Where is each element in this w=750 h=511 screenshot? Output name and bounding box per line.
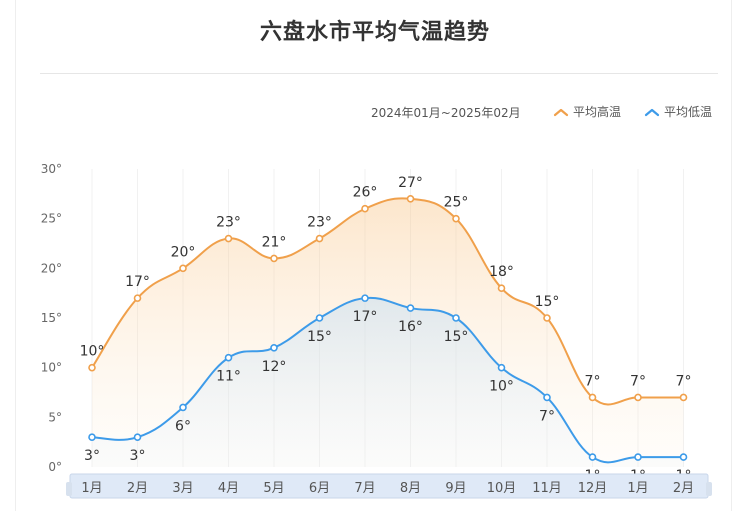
data-label-low: 11° <box>216 369 241 385</box>
data-label-high: 27° <box>398 175 423 191</box>
data-point-high <box>452 214 460 223</box>
data-point-low <box>406 304 415 312</box>
data-label-low: 15° <box>444 329 469 345</box>
data-point-high <box>133 294 142 302</box>
data-label-low: 16° <box>398 319 423 335</box>
legend-item-low[interactable]: 平均低温 <box>644 103 712 120</box>
data-label-high: 20° <box>171 244 196 260</box>
left-border <box>15 0 16 511</box>
x-tick-label: 11月 <box>532 481 562 496</box>
y-tick-label: 20° <box>41 261 62 275</box>
x-tick-label: 6月 <box>309 481 330 496</box>
data-label-high: 15° <box>535 294 560 310</box>
x-tick-label: 8月 <box>400 481 421 496</box>
x-tick-label: 7月 <box>354 481 375 496</box>
y-tick-label: 15° <box>41 311 62 325</box>
data-point-high <box>497 284 506 293</box>
data-point-low <box>543 393 551 402</box>
data-point-low <box>497 363 506 372</box>
data-point-high <box>634 393 642 402</box>
data-point-high <box>179 264 187 273</box>
legend-label-high: 平均高温 <box>573 105 622 119</box>
x-tick-label: 1月 <box>627 481 648 496</box>
zoom-handle-right <box>706 482 712 496</box>
data-label-low: 7° <box>539 408 555 424</box>
data-point-high <box>543 314 551 322</box>
right-border <box>731 0 732 511</box>
data-label-low: 12° <box>262 359 287 375</box>
data-label-high: 23° <box>216 215 241 231</box>
data-point-low <box>133 433 142 442</box>
data-label-high: 10° <box>80 344 105 360</box>
x-tick-label: 4月 <box>218 481 239 496</box>
data-point-low <box>88 433 96 442</box>
data-label-high: 18° <box>489 264 514 280</box>
date-range: 2024年01月~2025年02月 <box>371 106 521 120</box>
data-label-high: 26° <box>353 185 378 201</box>
data-point-high <box>315 234 324 243</box>
page-title: 六盘水市平均气温趋势 <box>259 20 490 45</box>
data-point-low <box>179 403 187 412</box>
y-tick-label: 30° <box>41 162 62 176</box>
data-point-low <box>224 353 233 362</box>
data-label-high: 7° <box>585 373 601 389</box>
data-point-low <box>452 314 460 322</box>
data-label-high: 17° <box>125 274 150 290</box>
data-label-high: 21° <box>262 234 287 250</box>
data-point-high <box>88 363 96 372</box>
data-point-low <box>270 343 278 352</box>
data-label-high: 25° <box>444 195 469 211</box>
data-point-high <box>679 393 688 402</box>
data-point-high <box>224 234 233 243</box>
zoom-handle-left <box>66 482 72 496</box>
data-point-low <box>361 294 369 302</box>
high-temp-legend-icon <box>553 108 569 116</box>
legend-item-high[interactable]: 平均高温 <box>553 103 621 120</box>
data-point-low <box>679 453 688 461</box>
data-label-low: 3° <box>130 448 146 464</box>
y-tick-label: 0° <box>48 460 62 474</box>
y-tick-label: 10° <box>41 361 62 375</box>
data-point-high <box>361 204 369 213</box>
data-label-low: 17° <box>353 309 378 325</box>
data-point-high <box>406 195 415 203</box>
data-label-high: 7° <box>676 373 692 389</box>
y-tick-label: 25° <box>41 212 62 226</box>
title-divider <box>40 73 718 74</box>
series-line-low <box>91 296 684 464</box>
x-tick-label: 3月 <box>172 481 193 496</box>
data-label-low: 3° <box>84 448 100 464</box>
x-tick-label: 1月 <box>81 481 102 496</box>
data-label-low: 10° <box>489 379 514 395</box>
zoom-slider-track <box>70 474 708 498</box>
x-tick-label: 5月 <box>263 481 284 496</box>
low-temp-legend-icon <box>644 108 660 116</box>
data-label-high: 23° <box>307 215 332 231</box>
area-low <box>92 297 684 467</box>
legend-label-low: 平均低温 <box>664 105 713 119</box>
data-label-low: 6° <box>175 418 191 434</box>
data-label-high: 7° <box>630 373 646 389</box>
data-point-high <box>588 393 597 402</box>
data-label-low: 15° <box>307 329 332 345</box>
y-tick-label: 5° <box>48 410 62 424</box>
data-point-low <box>588 453 597 461</box>
x-tick-label: 9月 <box>445 481 466 496</box>
x-tick-label: 10月 <box>487 481 517 496</box>
x-tick-label: 12月 <box>578 481 608 496</box>
data-point-low <box>634 453 642 461</box>
data-point-high <box>270 254 278 263</box>
data-point-low <box>315 314 324 322</box>
x-tick-label: 2月 <box>673 481 694 496</box>
x-tick-label: 2月 <box>127 481 148 496</box>
